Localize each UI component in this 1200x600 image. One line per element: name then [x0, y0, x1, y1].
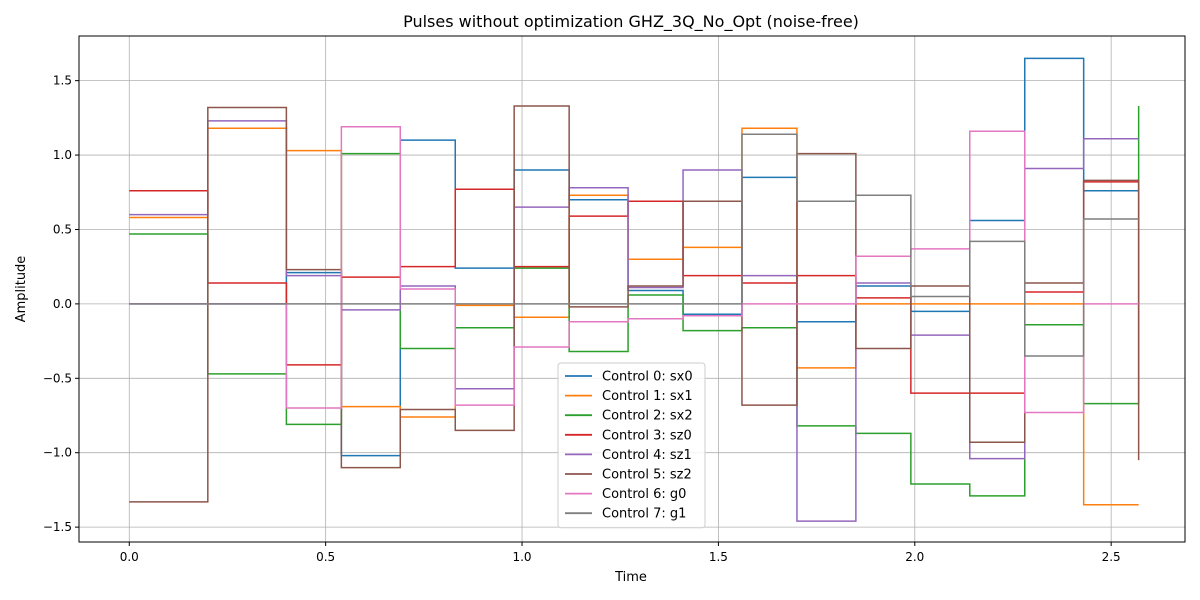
y-tick-label: 1.0 [53, 148, 72, 162]
y-tick-label: 0.0 [53, 297, 72, 311]
x-tick-label: 0.0 [120, 550, 139, 564]
legend: Control 0: sx0 Control 1: sx1 Control 2: s… [557, 362, 706, 529]
series-layer [129, 57, 1140, 522]
y-tick-label: 1.5 [53, 74, 72, 88]
x-tick-label: 2.0 [905, 550, 924, 564]
x-axis: 0.0 0.5 1.0 1.5 2.0 2.5 [120, 542, 1121, 564]
legend-label: Control 0: sx0 [602, 370, 693, 385]
x-tick-label: 1.5 [709, 550, 728, 564]
legend-label: Control 7: g1 [602, 507, 686, 522]
series-line [129, 133, 1139, 357]
series-line [129, 126, 1139, 414]
legend-label: Control 2: sx2 [602, 409, 693, 424]
y-axis: −1.5 −1.0 −0.5 0.0 0.5 1.0 1.5 [43, 74, 79, 534]
legend-box [557, 362, 706, 529]
plot-frame [78, 35, 1186, 543]
x-tick-label: 1.0 [512, 550, 531, 564]
legend-label: Control 3: sz0 [602, 428, 692, 443]
x-tick-label: 2.5 [1102, 550, 1121, 564]
legend-label: Control 1: sx1 [602, 389, 693, 404]
y-axis-label: Amplitude [14, 256, 29, 323]
legend-label: Control 6: g0 [602, 487, 686, 502]
legend-label: Control 5: sz2 [602, 468, 692, 483]
x-axis-label: Time [614, 570, 647, 585]
y-tick-label: 0.5 [53, 222, 72, 236]
x-tick-label: 0.5 [316, 550, 335, 564]
y-tick-label: −1.0 [43, 446, 72, 460]
chart-title: Pulses without optimization GHZ_3Q_No_Op… [403, 12, 859, 32]
legend-label: Control 4: sz1 [602, 448, 692, 463]
y-tick-label: −0.5 [43, 371, 72, 385]
y-tick-label: −1.5 [43, 520, 72, 534]
